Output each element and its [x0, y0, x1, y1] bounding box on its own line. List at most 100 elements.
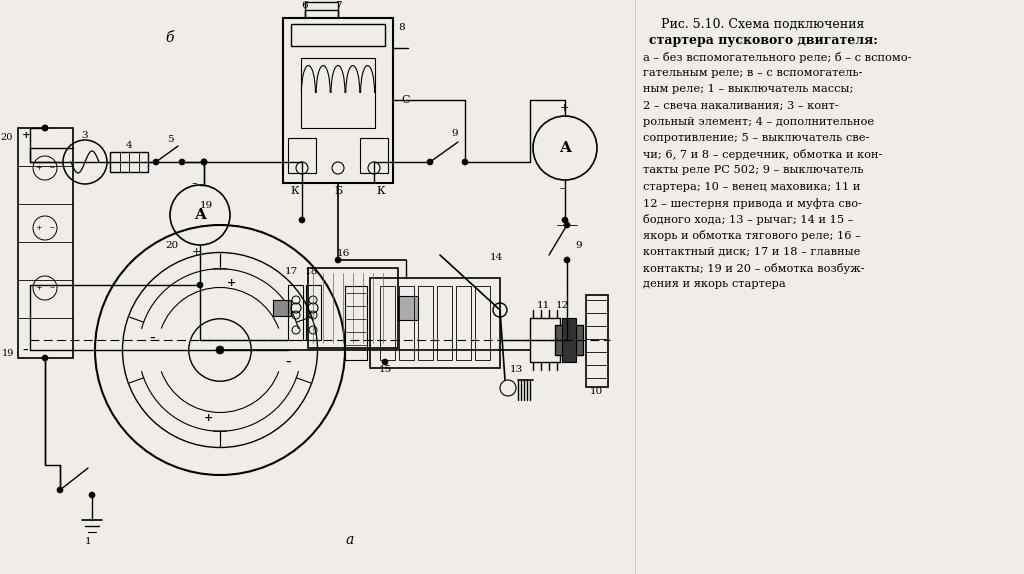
- Text: 18: 18: [305, 267, 318, 277]
- Bar: [288, 285, 303, 340]
- Bar: [18, 128, 73, 358]
- Circle shape: [564, 222, 570, 228]
- Text: гательным реле; в – с вспомогатель-: гательным реле; в – с вспомогатель-: [643, 68, 862, 78]
- Circle shape: [216, 346, 224, 354]
- Text: 11: 11: [537, 301, 550, 309]
- Circle shape: [42, 125, 48, 131]
- Circle shape: [299, 217, 305, 223]
- Circle shape: [42, 355, 48, 361]
- Text: +: +: [36, 164, 42, 172]
- Circle shape: [153, 159, 159, 165]
- Circle shape: [382, 359, 388, 365]
- Text: а: а: [346, 533, 354, 547]
- Text: –: –: [193, 178, 198, 188]
- Circle shape: [562, 217, 568, 223]
- Bar: [586, 295, 608, 387]
- Circle shape: [179, 159, 185, 165]
- Text: сопротивление; 5 – выключатель све-: сопротивление; 5 – выключатель све-: [643, 133, 869, 143]
- Text: 13: 13: [510, 366, 523, 374]
- Text: –: –: [49, 223, 54, 232]
- Text: 3: 3: [82, 130, 88, 139]
- Bar: [418, 286, 433, 360]
- Text: такты реле РС 502; 9 – выключатель: такты реле РС 502; 9 – выключатель: [643, 165, 863, 176]
- Text: 12 – шестерня привода и муфта сво-: 12 – шестерня привода и муфта сво-: [643, 198, 862, 208]
- Text: 20: 20: [0, 134, 12, 142]
- Circle shape: [201, 159, 207, 165]
- Text: –: –: [150, 332, 155, 344]
- Text: 5: 5: [167, 135, 173, 145]
- Text: 10: 10: [590, 387, 603, 397]
- Text: +: +: [22, 131, 31, 141]
- Text: 12: 12: [555, 301, 568, 309]
- Text: –: –: [22, 344, 28, 355]
- Text: 1: 1: [85, 537, 91, 546]
- Text: 19: 19: [200, 200, 213, 210]
- Text: чи; 6, 7 и 8 – сердечник, обмотка и кон-: чи; 6, 7 и 8 – сердечник, обмотка и кон-: [643, 149, 883, 160]
- Circle shape: [564, 257, 570, 263]
- Text: К: К: [291, 186, 299, 196]
- Text: бодного хода; 13 – рычаг; 14 и 15 –: бодного хода; 13 – рычаг; 14 и 15 –: [643, 214, 853, 225]
- Text: 15: 15: [379, 366, 391, 374]
- Text: 14: 14: [490, 254, 503, 262]
- Text: +: +: [560, 103, 569, 113]
- Circle shape: [197, 282, 203, 288]
- Bar: [273, 300, 291, 316]
- Bar: [530, 318, 560, 362]
- Text: –: –: [285, 356, 291, 367]
- Bar: [437, 286, 452, 360]
- Bar: [301, 58, 375, 128]
- Text: 2 – свеча накаливания; 3 – конт-: 2 – свеча накаливания; 3 – конт-: [643, 100, 839, 111]
- Text: A: A: [559, 141, 571, 155]
- Text: С: С: [401, 95, 410, 105]
- Text: контактный диск; 17 и 18 – главные: контактный диск; 17 и 18 – главные: [643, 246, 860, 257]
- Text: рольный элемент; 4 – дополнительное: рольный элемент; 4 – дополнительное: [643, 117, 874, 127]
- Text: стартера; 10 – венец маховика; 11 и: стартера; 10 – венец маховика; 11 и: [643, 181, 860, 192]
- Bar: [288, 138, 316, 173]
- Bar: [308, 268, 398, 348]
- Text: 17: 17: [285, 267, 298, 277]
- Text: Рис. 5.10. Схема подключения: Рис. 5.10. Схема подключения: [662, 18, 864, 31]
- Text: +: +: [36, 224, 42, 232]
- Text: Б: Б: [334, 186, 342, 196]
- Bar: [380, 286, 395, 360]
- Bar: [110, 152, 148, 172]
- Circle shape: [42, 125, 48, 131]
- Bar: [562, 318, 575, 362]
- Text: 8: 8: [398, 24, 404, 33]
- Bar: [555, 325, 583, 355]
- Text: а – без вспомогательного реле; б – с вспомо-: а – без вспомогательного реле; б – с всп…: [643, 52, 911, 63]
- Circle shape: [57, 487, 63, 493]
- Text: контакты; 19 и 20 – обмотка возбуж-: контакты; 19 и 20 – обмотка возбуж-: [643, 262, 864, 274]
- Text: 16: 16: [336, 249, 349, 258]
- Text: К: К: [377, 186, 385, 196]
- Bar: [291, 24, 385, 46]
- Text: A: A: [195, 208, 206, 222]
- Text: стартера пускового двигателя:: стартера пускового двигателя:: [648, 34, 878, 47]
- Bar: [345, 286, 367, 360]
- Text: 7: 7: [335, 2, 341, 10]
- Text: 19: 19: [2, 348, 14, 358]
- Text: +: +: [193, 247, 202, 257]
- Text: 9: 9: [452, 130, 459, 138]
- Bar: [283, 18, 393, 183]
- Circle shape: [427, 159, 433, 165]
- Text: 6: 6: [302, 2, 308, 10]
- Text: ным реле; 1 – выключатель массы;: ным реле; 1 – выключатель массы;: [643, 84, 853, 94]
- Text: –: –: [49, 164, 54, 173]
- Text: б: б: [165, 31, 173, 45]
- Text: –: –: [49, 284, 54, 293]
- Circle shape: [201, 159, 207, 165]
- Bar: [456, 286, 471, 360]
- Text: +: +: [204, 412, 213, 423]
- Bar: [370, 278, 500, 368]
- Circle shape: [335, 257, 341, 263]
- Text: якорь и обмотка тягового реле; 16 –: якорь и обмотка тягового реле; 16 –: [643, 230, 861, 241]
- Circle shape: [89, 492, 95, 498]
- Text: +: +: [227, 277, 237, 288]
- Circle shape: [462, 159, 468, 165]
- Bar: [306, 285, 321, 340]
- Text: +: +: [36, 284, 42, 292]
- Bar: [398, 296, 418, 320]
- Bar: [360, 138, 388, 173]
- Text: –: –: [560, 183, 565, 193]
